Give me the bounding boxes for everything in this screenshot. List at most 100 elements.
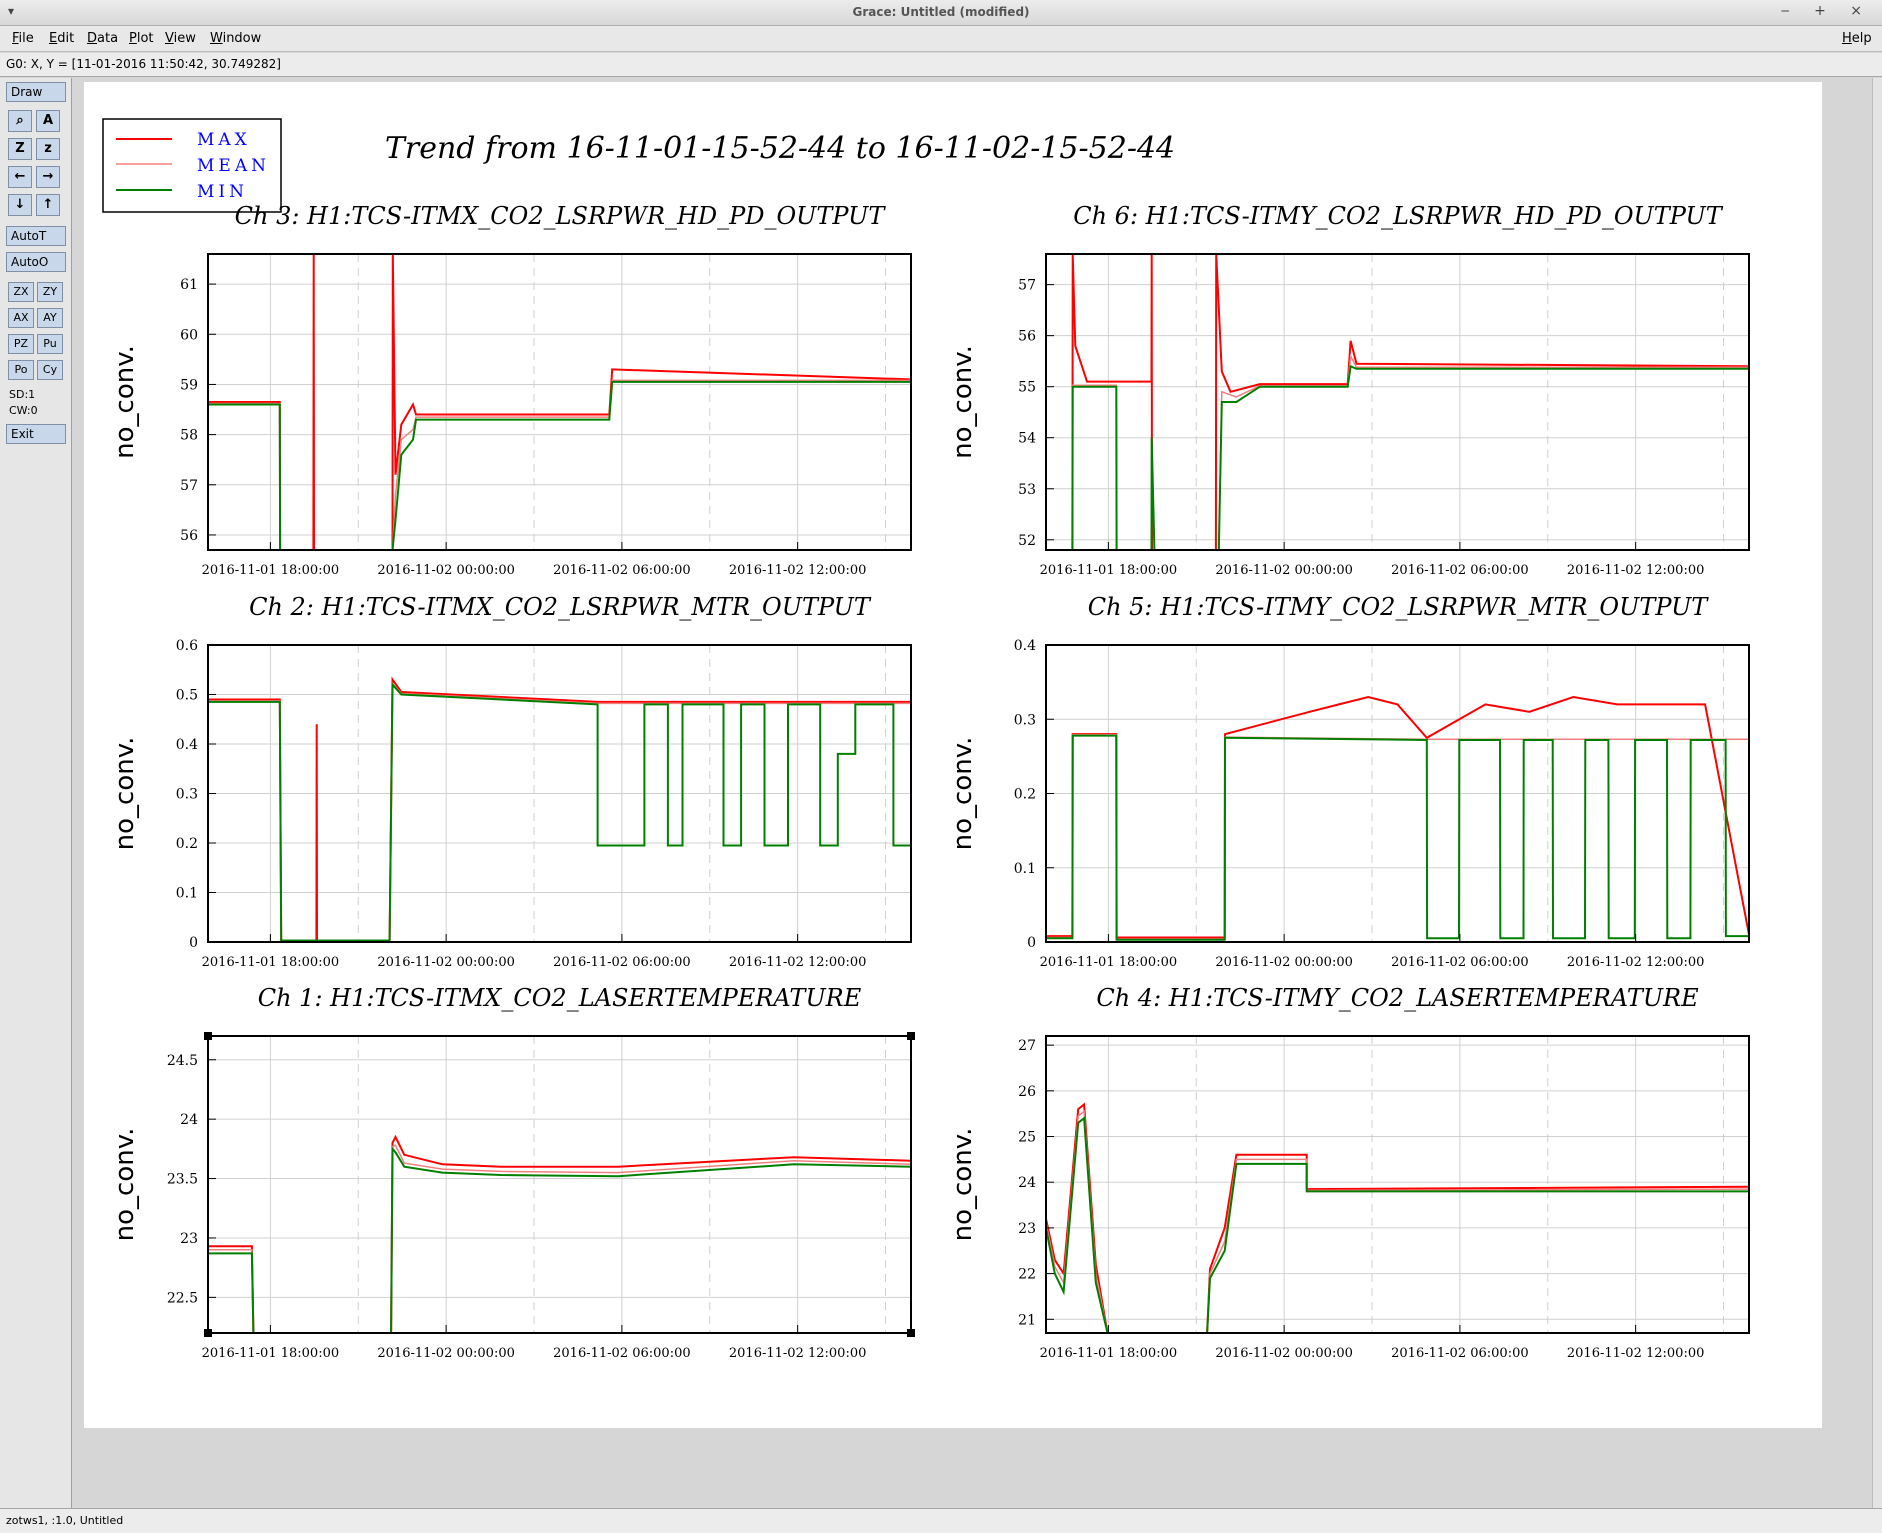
y-tick-label: 0.2: [1014, 787, 1036, 803]
y-axis-label: no_conv.: [948, 1128, 978, 1242]
plot-area: [208, 254, 911, 550]
x-tick-label: 2016-11-02 00:00:00: [1215, 1346, 1352, 1361]
draw-button[interactable]: Draw: [6, 82, 66, 102]
x-tick-label: 2016-11-02 12:00:00: [1567, 1346, 1704, 1361]
chart-panel-3[interactable]: 0 0.1 0.2 0.3 0.4 2016-11-01 18:00:00 2016-11-…: [948, 593, 1750, 970]
menu-window[interactable]: Window: [210, 31, 262, 46]
y-tick-label: 58: [180, 428, 198, 444]
y-axis-label: no_conv.: [110, 1128, 140, 1242]
autoo-button[interactable]: AutoO: [6, 252, 66, 272]
plot-area: [1046, 1036, 1749, 1333]
x-tick-label: 2016-11-02 12:00:00: [1567, 563, 1704, 578]
arrow-up-icon[interactable]: ↑: [36, 194, 60, 216]
plot-area: [1046, 254, 1749, 550]
autot-button[interactable]: AutoT: [6, 226, 66, 246]
plot-frame: [1045, 1035, 1750, 1334]
y-tick-label: 56: [180, 528, 198, 544]
x-tick-label: 2016-11-02 12:00:00: [729, 955, 866, 970]
ay-button[interactable]: AY: [37, 308, 63, 328]
menu-view[interactable]: View: [165, 31, 196, 46]
selection-handle[interactable]: [204, 1329, 212, 1337]
chart-title: Ch 6: H1:TCS-ITMY_CO2_LSRPWR_HD_PD_OUTPU…: [1073, 202, 1723, 230]
cy-button[interactable]: Cy: [37, 360, 63, 380]
y-tick-label: 26: [1018, 1084, 1036, 1100]
y-tick-label: 55: [1018, 380, 1036, 396]
legend-box: MAX MEAN MIN: [102, 118, 282, 213]
y-tick-label: 0.5: [176, 688, 198, 704]
chart-title: Ch 2: H1:TCS-ITMX_CO2_LSRPWR_MTR_OUTPUT: [249, 593, 872, 621]
chart-title: Ch 5: H1:TCS-ITMY_CO2_LSRPWR_MTR_OUTPUT: [1088, 593, 1710, 621]
locator-readout: G0: X, Y = [11-01-2016 11:50:42, 30.7492…: [6, 57, 281, 71]
x-tick-label: 2016-11-01 18:00:00: [202, 955, 339, 970]
series-mean-line: [1046, 353, 1749, 551]
exit-button[interactable]: Exit: [6, 424, 66, 444]
selection-handle[interactable]: [204, 1032, 212, 1040]
current-world-readout: CW:0: [9, 404, 38, 417]
arrow-down-icon[interactable]: ↓: [8, 194, 32, 216]
legend-max-label: MAX: [197, 130, 251, 150]
zoom-icon[interactable]: ⌕: [8, 110, 32, 132]
y-tick-label: 53: [1018, 482, 1036, 498]
window-menu-icon[interactable]: ▾: [8, 4, 15, 18]
menu-data[interactable]: Data: [87, 31, 119, 46]
series-min-line: [208, 380, 911, 551]
y-tick-label: 52: [1018, 533, 1036, 549]
window-controls[interactable]: ‒ + ×: [1780, 3, 1872, 19]
arrow-left-icon[interactable]: ←: [8, 166, 32, 188]
y-tick-label: 23: [180, 1231, 198, 1247]
zx-button[interactable]: ZX: [8, 282, 34, 302]
vertical-scrollbar[interactable]: [1872, 78, 1882, 1508]
x-tick-label: 2016-11-02 06:00:00: [553, 955, 690, 970]
y-axis-label: no_conv.: [110, 345, 140, 459]
y-tick-label: 23.5: [167, 1172, 198, 1188]
series-min-line: [1046, 734, 1749, 941]
zoom-out-icon[interactable]: z: [36, 138, 60, 160]
chart-panel-2[interactable]: 0 0.1 0.2 0.3 0.4 0.5 0.6 2016-11-01 18:00:00 20…: [110, 593, 912, 970]
window-titlebar: ▾ Grace: Untitled (modified) ‒ + ×: [0, 0, 1882, 26]
pz-button[interactable]: PZ: [8, 334, 34, 354]
chart-panel-1[interactable]: 52 53 54 55 56 57 2016-11-01 18:00:00 2016-11-0…: [948, 202, 1750, 578]
po-button[interactable]: Po: [8, 360, 34, 380]
zy-button[interactable]: ZY: [37, 282, 63, 302]
y-tick-label: 61: [180, 277, 198, 293]
y-tick-label: 0.4: [176, 737, 198, 753]
text-icon[interactable]: A: [36, 110, 60, 132]
legend-min-label: MIN: [197, 182, 248, 202]
x-tick-label: 2016-11-02 06:00:00: [553, 1346, 690, 1361]
chart-panel-0[interactable]: 56 57 58 59 60 61 2016-11-01 18:00:00 2016-11-0…: [110, 202, 912, 578]
chart-title: Ch 1: H1:TCS-ITMX_CO2_LASERTEMPERATURE: [258, 984, 862, 1012]
y-tick-label: 56: [1018, 329, 1036, 345]
menu-edit[interactable]: Edit: [49, 31, 75, 46]
x-tick-label: 2016-11-02 06:00:00: [1391, 563, 1528, 578]
x-tick-label: 2016-11-01 18:00:00: [1040, 955, 1177, 970]
arrow-right-icon[interactable]: →: [36, 166, 60, 188]
ax-button[interactable]: AX: [8, 308, 34, 328]
menu-file[interactable]: File: [12, 31, 34, 46]
y-tick-label: 0.1: [1014, 861, 1036, 877]
locator-bar: G0: X, Y = [11-01-2016 11:50:42, 30.7492…: [0, 53, 1882, 77]
y-tick-label: 25: [1018, 1130, 1036, 1146]
x-tick-label: 2016-11-02 12:00:00: [729, 1346, 866, 1361]
selection-handle[interactable]: [907, 1329, 915, 1337]
y-tick-label: 60: [180, 327, 198, 343]
y-axis-label: no_conv.: [948, 345, 978, 459]
y-tick-label: 57: [1018, 278, 1036, 294]
chart-title: Ch 3: H1:TCS-ITMX_CO2_LSRPWR_HD_PD_OUTPU…: [235, 202, 887, 230]
menu-help[interactable]: Help: [1842, 31, 1872, 46]
pu-button[interactable]: Pu: [37, 334, 63, 354]
y-tick-label: 54: [1018, 431, 1036, 447]
series-min-line: [208, 1146, 912, 1334]
x-tick-label: 2016-11-01 18:00:00: [202, 1346, 339, 1361]
chart-panel-5[interactable]: 21 22 23 24 25 26 27 2016-11-01 18:00:00 2016-11…: [948, 984, 1750, 1361]
plot-frame: [1045, 253, 1750, 551]
main-title: Trend from 16-11-01-15-52-44 to 16-11-02…: [385, 131, 1175, 166]
x-tick-label: 2016-11-02 12:00:00: [1567, 955, 1704, 970]
chart-panel-4[interactable]: 22.5 23 23.5 24 24.5 2016-11-01 18:00:00 2016-…: [110, 984, 915, 1361]
x-tick-label: 2016-11-01 18:00:00: [1040, 1346, 1177, 1361]
y-tick-label: 0: [189, 935, 198, 951]
menu-plot[interactable]: Plot: [129, 31, 154, 46]
status-text: zotws1, :1.0, Untitled: [6, 1514, 124, 1527]
selection-handle[interactable]: [907, 1032, 915, 1040]
zoom-in-icon[interactable]: Z: [8, 138, 32, 160]
y-tick-label: 0.1: [176, 886, 198, 902]
